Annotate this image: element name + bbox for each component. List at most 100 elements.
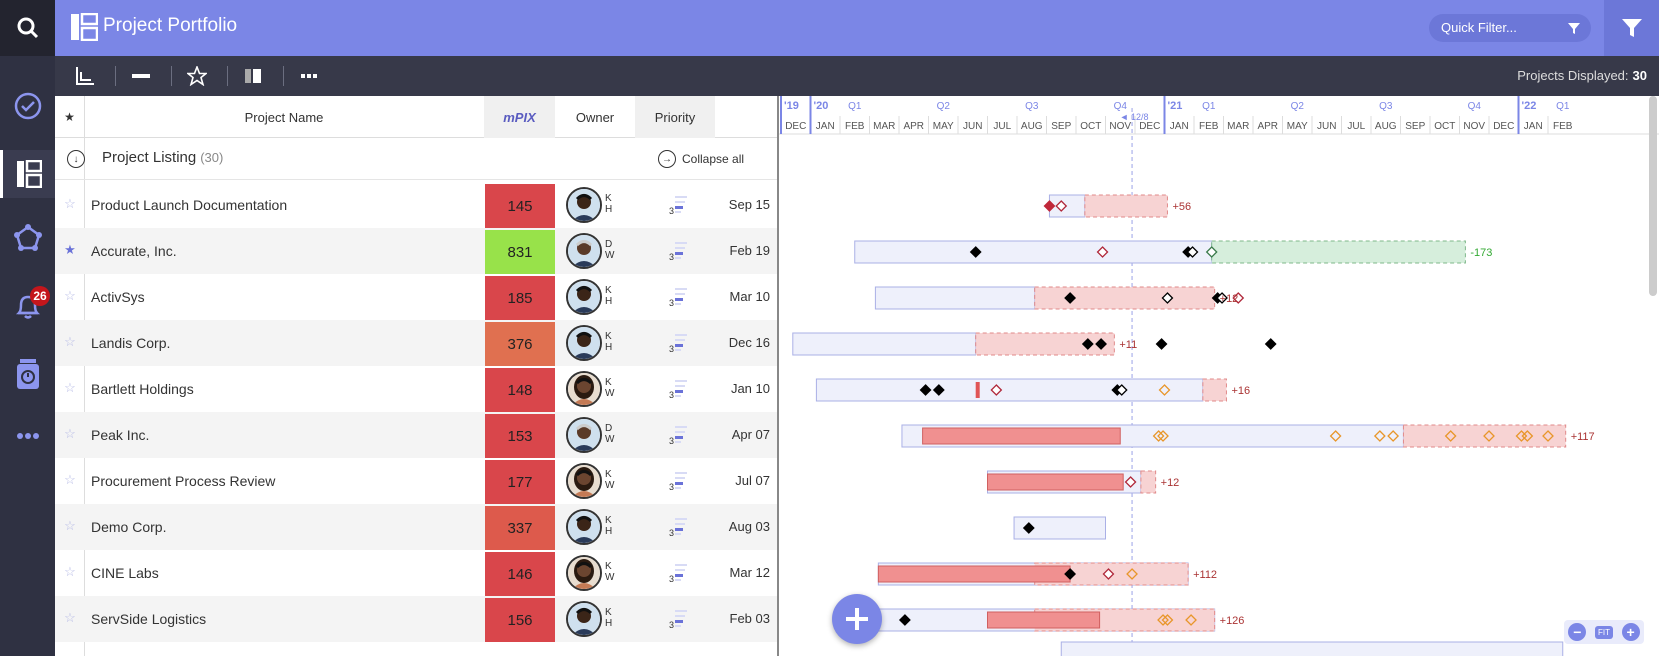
collapse-view-button[interactable] bbox=[111, 56, 171, 96]
project-name[interactable]: ServSide Logistics bbox=[91, 611, 207, 627]
favorite-star-icon[interactable]: ☆ bbox=[64, 426, 76, 441]
variance-label: +112 bbox=[1193, 569, 1217, 581]
header-mpix-logo[interactable]: mPIX bbox=[484, 96, 555, 138]
owner-avatar[interactable] bbox=[566, 187, 602, 223]
owner-avatar[interactable] bbox=[566, 325, 602, 361]
project-name[interactable]: CINE Labs bbox=[91, 565, 159, 581]
collapse-group-toggle[interactable]: ↓ bbox=[67, 150, 85, 168]
project-name[interactable]: ActivSys bbox=[91, 289, 145, 305]
gantt-scrollbar[interactable] bbox=[1649, 96, 1657, 296]
project-name[interactable]: Demo Corp. bbox=[91, 519, 167, 535]
due-date: Dec 16 bbox=[728, 335, 770, 350]
owner-avatar[interactable] bbox=[566, 417, 602, 453]
due-date: Mar 12 bbox=[729, 565, 770, 580]
milestone-diamond bbox=[1096, 246, 1109, 258]
priority-indicator[interactable]: 3 bbox=[667, 608, 693, 632]
chart-view-button[interactable] bbox=[55, 56, 115, 96]
project-name[interactable]: Accurate, Inc. bbox=[91, 243, 177, 259]
project-name[interactable]: Landis Corp. bbox=[91, 335, 171, 351]
header-priority[interactable]: Priority bbox=[635, 96, 715, 138]
project-name[interactable]: Bartlett Holdings bbox=[91, 381, 194, 397]
month-label: APR bbox=[1257, 121, 1278, 132]
priority-value: 3 bbox=[669, 620, 675, 630]
add-project-button[interactable] bbox=[832, 594, 882, 644]
owner-avatar[interactable] bbox=[566, 233, 602, 269]
plan-bar bbox=[1013, 516, 1106, 540]
month-label: DEC bbox=[785, 121, 806, 132]
listing-count: (30) bbox=[200, 150, 224, 165]
priority-indicator[interactable]: 3 bbox=[667, 516, 693, 540]
header-owner[interactable]: Owner bbox=[575, 109, 615, 125]
header-project-name[interactable]: Project Name bbox=[244, 109, 324, 125]
owner-initial-2: W bbox=[605, 434, 615, 445]
nav-tasks[interactable] bbox=[0, 82, 55, 130]
priority-bars-icon bbox=[675, 610, 687, 627]
month-label: SEP bbox=[1405, 121, 1425, 132]
priority-indicator[interactable]: 3 bbox=[667, 240, 693, 264]
owner-avatar[interactable] bbox=[566, 279, 602, 315]
milestone-diamond bbox=[1022, 522, 1035, 534]
priority-indicator[interactable]: 3 bbox=[667, 470, 693, 494]
favorite-star-icon[interactable]: ★ bbox=[64, 242, 76, 257]
owner-avatar[interactable] bbox=[566, 463, 602, 499]
owner-avatar[interactable] bbox=[566, 371, 602, 407]
favorite-star-icon[interactable]: ☆ bbox=[64, 564, 76, 579]
priority-indicator[interactable]: 3 bbox=[667, 562, 693, 586]
nav-notifications[interactable]: 26 bbox=[0, 282, 55, 330]
filter-button[interactable] bbox=[1604, 0, 1659, 56]
quarter-label: Q1 bbox=[1556, 101, 1570, 112]
nav-network[interactable] bbox=[0, 214, 55, 262]
collapse-all-button[interactable]: → Collapse all bbox=[658, 150, 744, 168]
favorite-star-icon[interactable]: ☆ bbox=[64, 288, 76, 303]
variance-label: +12 bbox=[1161, 477, 1180, 489]
milestone-diamond bbox=[1126, 568, 1138, 580]
owner-avatar[interactable] bbox=[566, 555, 602, 591]
zoom-fit-button[interactable]: FIT bbox=[1594, 625, 1613, 639]
month-label: JUN bbox=[1317, 121, 1336, 132]
project-name[interactable]: Product Launch Documentation bbox=[91, 197, 288, 213]
favorite-star-icon[interactable]: ☆ bbox=[64, 380, 76, 395]
priority-indicator[interactable]: 3 bbox=[667, 194, 693, 218]
mpix-score: 177 bbox=[485, 460, 555, 504]
favorite-star-icon[interactable]: ☆ bbox=[64, 518, 76, 533]
priority-indicator[interactable]: 3 bbox=[667, 332, 693, 356]
owner-avatar[interactable] bbox=[566, 509, 602, 545]
person-photo-icon bbox=[568, 327, 600, 359]
more-options-button[interactable] bbox=[279, 56, 339, 96]
favorite-star-icon[interactable]: ☆ bbox=[64, 196, 76, 211]
owner-avatar[interactable] bbox=[566, 601, 602, 637]
project-name[interactable]: Procurement Process Review bbox=[91, 473, 276, 489]
milestone-diamond bbox=[898, 614, 911, 626]
favorite-star-icon[interactable]: ☆ bbox=[64, 472, 76, 487]
favorites-button[interactable] bbox=[167, 56, 227, 96]
header-star[interactable]: ★ bbox=[64, 110, 75, 124]
zoom-in-button[interactable]: + bbox=[1621, 623, 1640, 641]
zoom-out-button[interactable]: − bbox=[1568, 623, 1587, 641]
nav-more[interactable] bbox=[0, 412, 55, 460]
quick-filter-input[interactable]: Quick Filter... bbox=[1429, 14, 1591, 42]
funnel-icon bbox=[1621, 19, 1642, 37]
favorite-star-icon[interactable]: ☆ bbox=[64, 334, 76, 349]
nav-portfolio[interactable] bbox=[0, 150, 55, 198]
nav-archive[interactable] bbox=[0, 350, 55, 398]
priority-indicator[interactable]: 3 bbox=[667, 378, 693, 402]
columns-button[interactable] bbox=[223, 56, 283, 96]
priority-value: 3 bbox=[669, 436, 675, 446]
favorite-star-icon[interactable]: ☆ bbox=[64, 610, 76, 625]
priority-indicator[interactable]: 3 bbox=[667, 286, 693, 310]
project-name[interactable]: Peak Inc. bbox=[91, 427, 150, 443]
search-button[interactable] bbox=[0, 0, 55, 56]
priority-indicator[interactable]: 3 bbox=[667, 424, 693, 448]
axis-chart-icon bbox=[76, 67, 94, 85]
